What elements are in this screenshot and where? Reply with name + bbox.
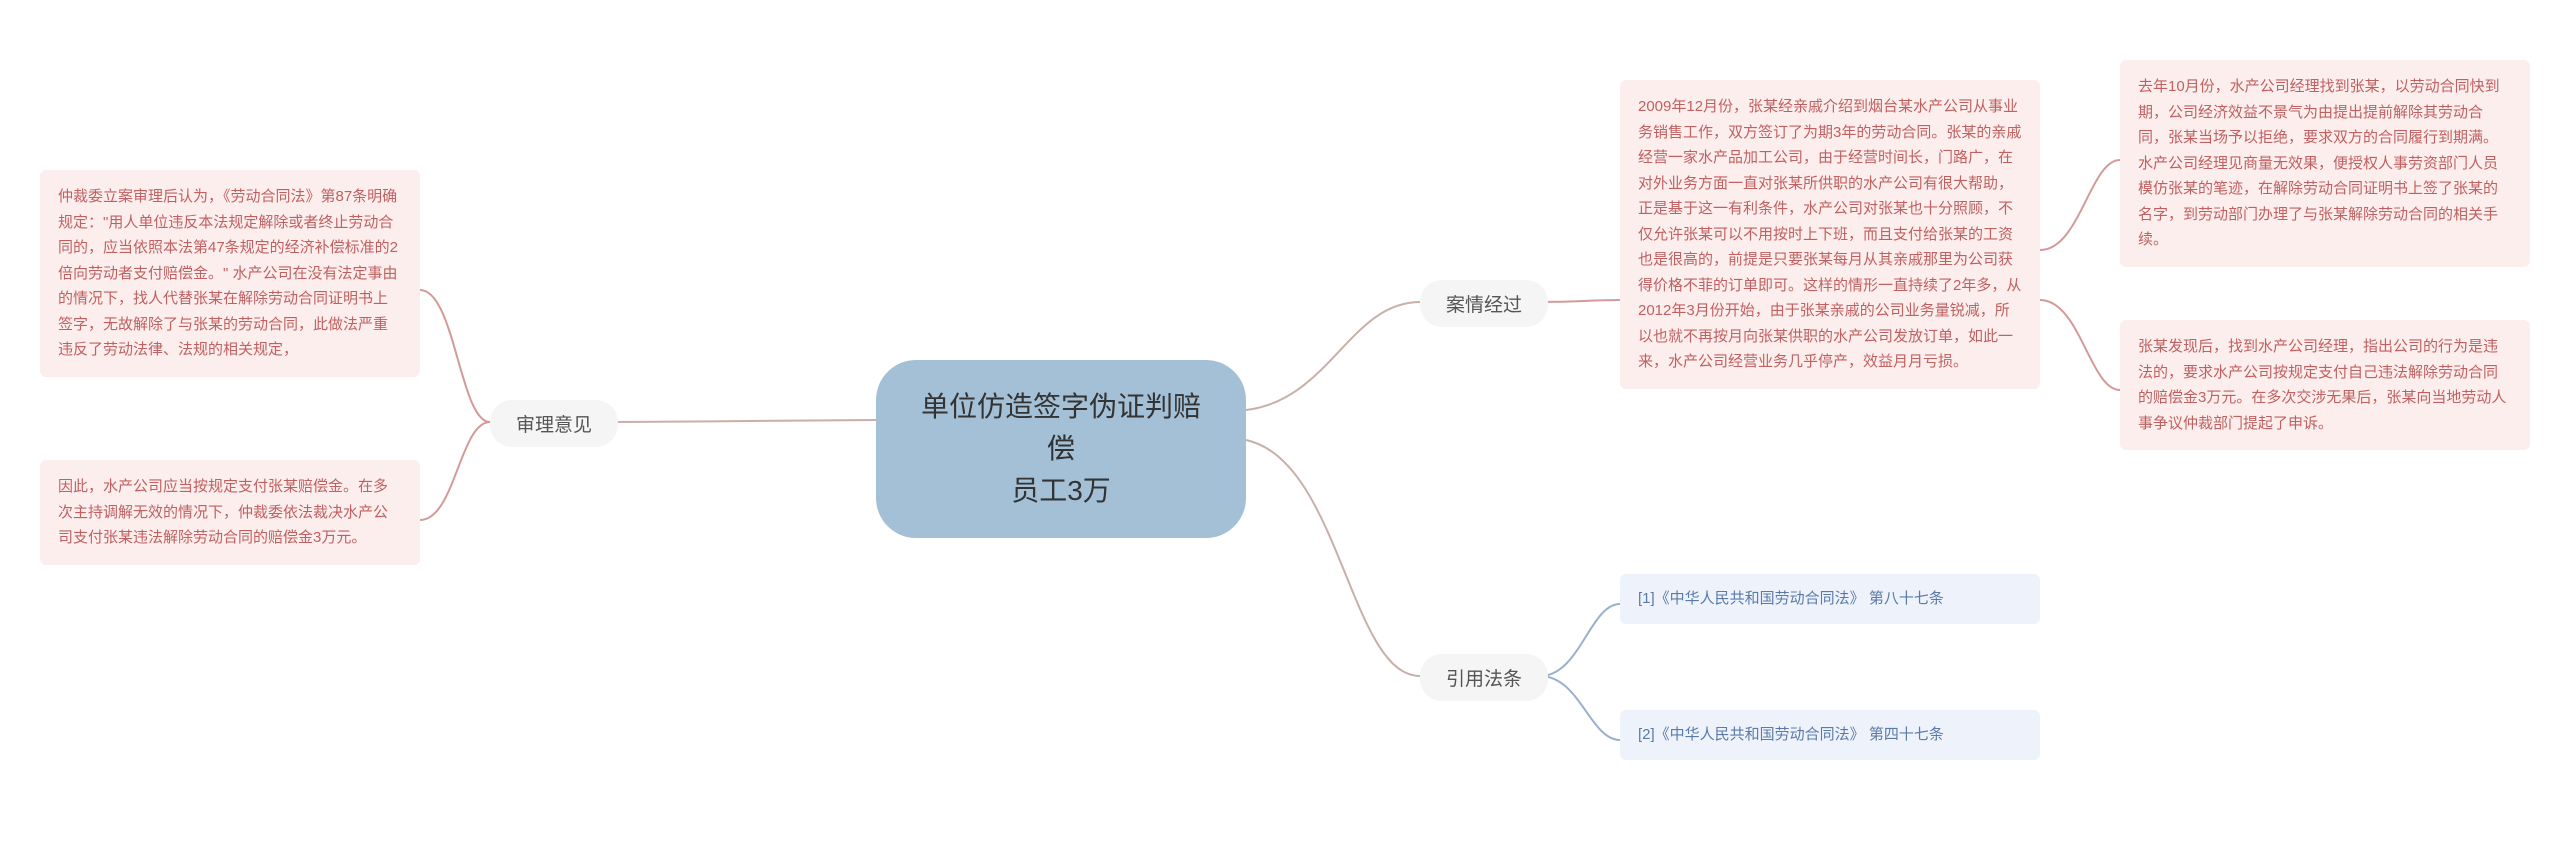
branch-case: 案情经过: [1420, 280, 1548, 327]
opinion-leaf-1: 因此，水产公司应当按规定支付张某赔偿金。在多次主持调解无效的情况下，仲裁委依法裁…: [40, 460, 420, 565]
case-leaf-1: 去年10月份，水产公司经理找到张某，以劳动合同快到期，公司经济效益不景气为由提出…: [2120, 60, 2530, 267]
law-leaf-0: [1]《中华人民共和国劳动合同法》 第八十七条: [1620, 574, 2040, 624]
branch-opinion-label: 审理意见: [516, 415, 592, 436]
case-leaf-0: 2009年12月份，张某经亲戚介绍到烟台某水产公司从事业务销售工作，双方签订了为…: [1620, 80, 2040, 389]
center-line1: 单位仿造签字伪证判赔偿: [920, 386, 1202, 470]
center-topic: 单位仿造签字伪证判赔偿 员工3万: [876, 360, 1246, 538]
branch-opinion: 审理意见: [490, 400, 618, 447]
branch-case-label: 案情经过: [1446, 295, 1522, 316]
center-line2: 员工3万: [920, 470, 1202, 512]
branch-law-label: 引用法条: [1446, 669, 1522, 690]
branch-law: 引用法条: [1420, 654, 1548, 701]
case-leaf-2: 张某发现后，找到水产公司经理，指出公司的行为是违法的，要求水产公司按规定支付自己…: [2120, 320, 2530, 450]
law-leaf-1: [2]《中华人民共和国劳动合同法》 第四十七条: [1620, 710, 2040, 760]
opinion-leaf-0: 仲裁委立案审理后认为，《劳动合同法》第87条明确规定："用人单位违反本法规定解除…: [40, 170, 420, 377]
